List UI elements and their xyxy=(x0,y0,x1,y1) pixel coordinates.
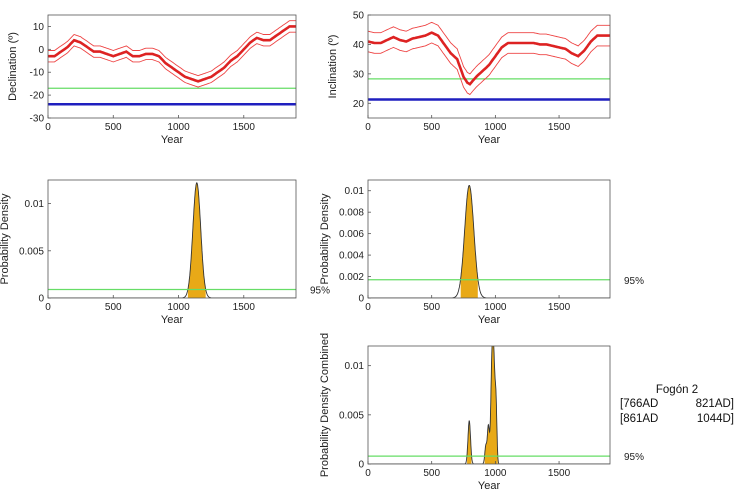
y-tick-label: 0.005 xyxy=(19,246,44,257)
y-tick-label: 0 xyxy=(358,460,364,471)
dating-result: Fogón 2 [766AD 821AD] [861AD 1044D] xyxy=(618,384,736,427)
y-tick-label: -30 xyxy=(30,114,45,125)
x-tick-label: 1500 xyxy=(548,468,571,479)
axes-box xyxy=(47,14,297,119)
interval-2-start: [861AD xyxy=(620,413,659,425)
y-tick-label: 0.005 xyxy=(339,410,364,421)
upper-confidence-line xyxy=(368,21,610,75)
y-axis-label: Inclination (º) xyxy=(327,35,339,99)
x-tick-label: 1500 xyxy=(233,302,256,313)
chart-pd-inclination: 95% 0 500 1000 1500 0 0.002 0.004 0.006 0.008 0.01… xyxy=(319,179,644,326)
y-axis-label: Declination (º) xyxy=(7,32,19,101)
x-tick-label: 1500 xyxy=(233,122,256,133)
confidence-fill xyxy=(467,346,498,464)
y-tick-label: 50 xyxy=(353,11,365,22)
mean-curve xyxy=(48,25,296,83)
plot-area xyxy=(368,184,610,298)
y-tick-label: -10 xyxy=(30,68,45,79)
y-tick-label: 0.01 xyxy=(345,361,365,372)
y-tick-label: 0.01 xyxy=(345,186,365,197)
y-axis-label: Probability Density xyxy=(319,193,331,285)
chart-pd-combined: 95% 0 500 1000 1500 0 0.005 0.01 Year Probability… xyxy=(319,333,644,492)
density-curve xyxy=(48,182,296,298)
x-tick-label: 500 xyxy=(423,468,440,479)
lower-confidence-line xyxy=(368,42,610,96)
axes-box xyxy=(47,179,297,299)
x-tick-label: 500 xyxy=(423,302,440,313)
y-tick-label: 0.002 xyxy=(339,272,364,283)
y-tick-label: 0.008 xyxy=(339,208,364,219)
upper-confidence-line xyxy=(48,20,296,77)
threshold-label: 95% xyxy=(624,276,644,287)
y-axis-label: Probability Density Combined xyxy=(319,333,331,477)
axes-box xyxy=(367,14,611,119)
plot-area xyxy=(48,182,296,298)
y-tick-label: 0.01 xyxy=(25,199,45,210)
x-tick-label: 0 xyxy=(45,302,51,313)
x-tick-label: 1000 xyxy=(484,122,507,133)
x-tick-label: 1500 xyxy=(548,122,571,133)
x-axis-label: Year xyxy=(161,314,184,326)
chart-pd-declination: 95% 0 500 1000 1500 0 0.005 0.01 Year Probability… xyxy=(0,179,330,326)
y-tick-label: 20 xyxy=(353,99,365,110)
x-tick-label: 1500 xyxy=(548,302,571,313)
x-tick-label: 500 xyxy=(105,302,122,313)
interval-2-end: 1044D] xyxy=(696,413,734,425)
y-tick-label: 0 xyxy=(358,294,364,305)
y-tick-label: 0.006 xyxy=(339,229,364,240)
y-axis-label: Probability Density xyxy=(0,193,11,285)
density-curve xyxy=(368,184,610,298)
threshold-label: 95% xyxy=(624,452,644,463)
plot-area xyxy=(48,20,296,106)
y-tick-label: 0 xyxy=(38,45,44,56)
y-tick-label: -20 xyxy=(30,91,45,102)
result-title: Fogón 2 xyxy=(655,384,699,396)
y-tick-label: 30 xyxy=(353,69,365,80)
x-tick-label: 1000 xyxy=(167,122,190,133)
chart-inclination: 0 500 1000 1500 20 30 40 50 Year Inclination (º) xyxy=(327,11,611,146)
x-tick-label: 1000 xyxy=(484,302,507,313)
x-axis-label: Year xyxy=(161,134,184,146)
y-tick-label: 0 xyxy=(38,294,44,305)
threshold-label: 95% xyxy=(310,286,330,297)
interval-1-start: [766AD xyxy=(620,398,659,410)
confidence-fill xyxy=(460,185,478,298)
x-tick-label: 0 xyxy=(365,468,371,479)
lower-confidence-line xyxy=(48,31,296,88)
x-axis-label: Year xyxy=(478,134,501,146)
x-axis-label: Year xyxy=(478,314,501,326)
x-tick-label: 0 xyxy=(365,302,371,313)
confidence-fill xyxy=(187,182,206,298)
x-tick-label: 1000 xyxy=(484,468,507,479)
density-curve xyxy=(368,346,610,464)
x-tick-label: 0 xyxy=(365,122,371,133)
result-interval-1: [766AD 821AD] xyxy=(618,397,736,412)
axes-box xyxy=(367,179,611,299)
x-axis-label: Year xyxy=(478,480,501,492)
chart-declination: 0 500 1000 1500 -30 -20 -10 0 10 Year Declination … xyxy=(7,14,297,146)
y-tick-label: 0.004 xyxy=(339,251,364,262)
plot-area xyxy=(368,21,610,101)
x-tick-label: 500 xyxy=(105,122,122,133)
x-tick-label: 500 xyxy=(423,122,440,133)
plot-area xyxy=(368,346,610,464)
axes-box xyxy=(367,345,611,465)
mean-curve xyxy=(368,31,610,86)
interval-1-end: 821AD] xyxy=(695,398,734,410)
x-tick-label: 0 xyxy=(45,122,51,133)
x-tick-label: 1000 xyxy=(167,302,190,313)
result-interval-2: [861AD 1044D] xyxy=(618,412,736,427)
y-tick-label: 10 xyxy=(33,22,45,33)
y-tick-label: 40 xyxy=(353,40,365,51)
